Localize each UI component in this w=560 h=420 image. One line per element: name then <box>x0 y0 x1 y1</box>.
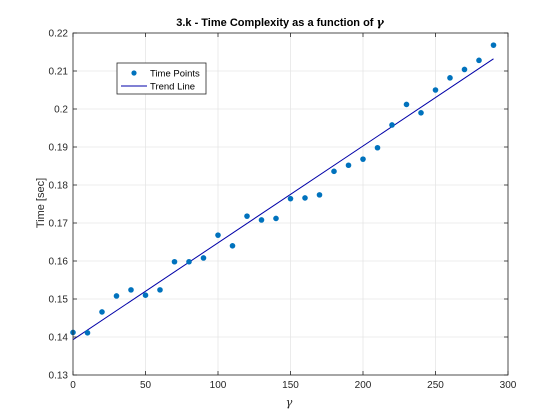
y-axis-label: Time [sec] <box>35 178 47 228</box>
series-layer <box>70 42 497 341</box>
data-point <box>128 287 134 293</box>
chart-title-symbol: γ <box>377 16 385 29</box>
y-tick-label: 0.2 <box>54 105 68 116</box>
y-tick-label: 0.21 <box>49 67 69 78</box>
data-point <box>215 232 221 238</box>
legend-label-trend-line: Trend Line <box>150 82 195 93</box>
y-tick-label: 0.15 <box>49 295 69 306</box>
data-point <box>84 330 91 336</box>
data-point <box>374 144 381 151</box>
data-point <box>490 42 497 48</box>
legend-label-time-points: Time Points <box>150 69 200 80</box>
legend-marker-time-points <box>131 70 137 76</box>
x-tick-label: 250 <box>427 380 444 391</box>
data-point <box>258 217 265 223</box>
data-point <box>331 168 337 175</box>
y-tick-label: 0.13 <box>49 371 69 382</box>
data-point <box>157 287 163 293</box>
y-tick-label: 0.16 <box>49 257 69 268</box>
legend-box <box>116 62 207 95</box>
data-point <box>403 101 410 108</box>
data-point <box>287 195 294 202</box>
x-axis: 0 50 100 150 200 250 300 <box>70 33 517 391</box>
x-tick-label: 300 <box>500 380 517 391</box>
data-point <box>432 87 439 93</box>
data-point <box>186 258 192 265</box>
y-tick-label: 0.17 <box>49 219 69 230</box>
data-point <box>244 213 250 219</box>
data-point <box>360 156 366 162</box>
y-tick-label: 0.22 <box>49 29 69 40</box>
data-point <box>447 75 453 81</box>
data-point <box>99 309 105 315</box>
y-tick-label: 0.18 <box>49 181 69 192</box>
trend-line <box>72 58 494 341</box>
x-tick-label: 0 <box>70 380 76 391</box>
y-tick-label: 0.19 <box>49 143 69 154</box>
x-axis-label: γ <box>286 396 293 409</box>
data-point <box>461 66 468 73</box>
x-tick-label: 200 <box>355 380 372 391</box>
x-tick-label: 150 <box>282 380 299 391</box>
data-point <box>171 258 178 265</box>
data-point <box>345 162 352 169</box>
chart-title: 3.k - Time Complexity as a function of γ <box>176 16 384 29</box>
data-point <box>273 215 279 222</box>
data-point <box>418 110 424 116</box>
y-axis: 0.13 0.14 0.15 0.16 0.17 0.18 0.19 0.2 0.21 0.22 <box>49 29 508 382</box>
y-tick-label: 0.14 <box>49 333 69 344</box>
data-point <box>113 293 120 299</box>
legend: Time Points Trend Line <box>116 62 207 95</box>
x-tick-label: 50 <box>140 380 152 391</box>
chart-title-text: 3.k - Time Complexity as a function of <box>176 17 376 29</box>
data-point <box>142 292 149 299</box>
data-point <box>316 192 323 198</box>
data-point <box>302 195 308 201</box>
x-tick-label: 100 <box>210 380 227 391</box>
data-point <box>476 57 482 64</box>
data-point <box>229 243 236 249</box>
data-point <box>389 122 395 128</box>
data-point <box>200 255 207 261</box>
